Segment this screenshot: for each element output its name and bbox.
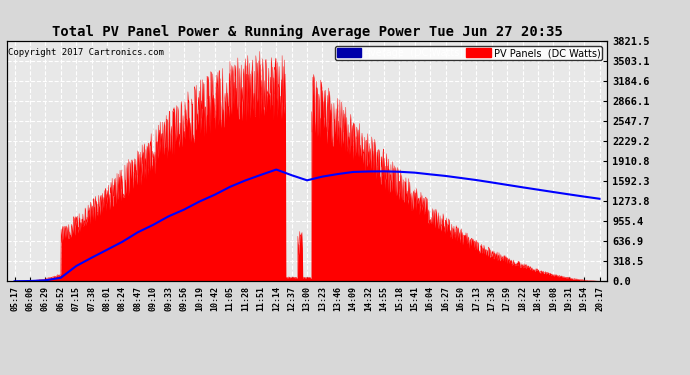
Text: Copyright 2017 Cartronics.com: Copyright 2017 Cartronics.com — [8, 48, 164, 57]
Legend: Average  (DC Watts), PV Panels  (DC Watts): Average (DC Watts), PV Panels (DC Watts) — [335, 46, 602, 60]
Title: Total PV Panel Power & Running Average Power Tue Jun 27 20:35: Total PV Panel Power & Running Average P… — [52, 24, 562, 39]
